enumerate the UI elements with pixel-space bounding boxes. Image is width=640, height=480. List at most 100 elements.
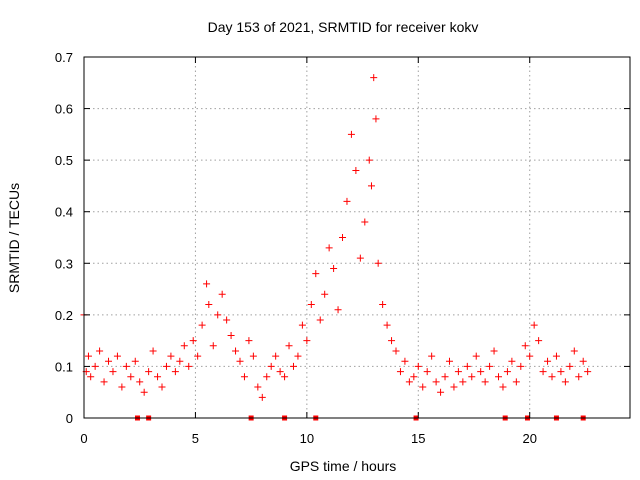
x-tick-label: 10 bbox=[300, 431, 314, 446]
data-point bbox=[245, 337, 253, 345]
data-point bbox=[570, 347, 578, 355]
data-point bbox=[423, 368, 431, 376]
data-point bbox=[481, 378, 489, 386]
data-point bbox=[276, 368, 284, 376]
data-point bbox=[517, 362, 525, 370]
data-point bbox=[372, 115, 380, 123]
data-point bbox=[584, 368, 592, 376]
data-point bbox=[468, 373, 476, 381]
data-point bbox=[180, 342, 188, 350]
y-tick-label: 0.5 bbox=[55, 153, 73, 168]
y-tick-label: 0.2 bbox=[55, 308, 73, 323]
data-point bbox=[450, 383, 458, 391]
data-point bbox=[258, 393, 266, 401]
data-point bbox=[495, 373, 503, 381]
data-point bbox=[530, 321, 538, 329]
data-point bbox=[499, 383, 507, 391]
data-point bbox=[557, 368, 565, 376]
data-point bbox=[374, 259, 382, 267]
data-point bbox=[205, 301, 213, 309]
data-point bbox=[365, 156, 373, 164]
data-point bbox=[388, 337, 396, 345]
data-point bbox=[490, 347, 498, 355]
data-point bbox=[383, 321, 391, 329]
axis-ticks: 0 0.1 0.2 0.3 0.4 0.5 0.6 0.7 0 5 10 15 20 bbox=[55, 50, 630, 446]
data-point bbox=[512, 378, 520, 386]
data-point bbox=[122, 362, 130, 370]
data-point bbox=[218, 290, 226, 298]
data-point bbox=[240, 373, 248, 381]
data-point bbox=[298, 321, 306, 329]
data-point bbox=[370, 74, 378, 82]
data-point bbox=[113, 352, 121, 360]
data-point bbox=[396, 368, 404, 376]
data-point bbox=[579, 357, 587, 365]
y-tick-label: 0.7 bbox=[55, 50, 73, 65]
data-point bbox=[325, 244, 333, 252]
x-tick-label: 0 bbox=[80, 431, 87, 446]
data-point bbox=[236, 357, 244, 365]
data-point bbox=[91, 362, 99, 370]
data-point bbox=[526, 352, 534, 360]
data-point bbox=[392, 347, 400, 355]
data-point bbox=[379, 301, 387, 309]
data-point bbox=[145, 368, 153, 376]
gridlines bbox=[84, 57, 630, 418]
data-point bbox=[535, 337, 543, 345]
data-point bbox=[272, 352, 280, 360]
data-point bbox=[198, 321, 206, 329]
data-point bbox=[566, 362, 574, 370]
y-tick-label: 0.1 bbox=[55, 359, 73, 374]
data-point bbox=[441, 373, 449, 381]
x-tick-label: 15 bbox=[411, 431, 425, 446]
data-point bbox=[401, 357, 409, 365]
y-axis-label: SRMTID / TECUs bbox=[6, 183, 22, 293]
data-point bbox=[162, 362, 170, 370]
data-point bbox=[154, 373, 162, 381]
chart-title: Day 153 of 2021, SRMTID for receiver kok… bbox=[208, 19, 479, 35]
data-point bbox=[149, 347, 157, 355]
data-point bbox=[303, 337, 311, 345]
data-point bbox=[109, 368, 117, 376]
plot-frame bbox=[83, 56, 631, 419]
data-point bbox=[209, 342, 217, 350]
data-point bbox=[312, 270, 320, 278]
data-point bbox=[249, 352, 257, 360]
data-point bbox=[361, 218, 369, 226]
data-point bbox=[87, 373, 95, 381]
data-point bbox=[136, 378, 144, 386]
data-point bbox=[419, 383, 427, 391]
data-point bbox=[96, 347, 104, 355]
data-point bbox=[316, 316, 324, 324]
data-points bbox=[80, 74, 592, 401]
data-point bbox=[463, 362, 471, 370]
data-point bbox=[131, 357, 139, 365]
data-point bbox=[410, 373, 418, 381]
data-point bbox=[281, 373, 289, 381]
data-point bbox=[486, 362, 494, 370]
data-point bbox=[552, 352, 560, 360]
y-tick-label: 0.3 bbox=[55, 256, 73, 271]
data-point bbox=[575, 373, 583, 381]
data-point bbox=[294, 352, 302, 360]
x-tick-label: 5 bbox=[192, 431, 199, 446]
data-point bbox=[285, 342, 293, 350]
data-point bbox=[561, 378, 569, 386]
data-point bbox=[330, 264, 338, 272]
data-point bbox=[171, 368, 179, 376]
x-tick-label: 20 bbox=[522, 431, 536, 446]
data-point bbox=[118, 383, 126, 391]
data-point bbox=[432, 378, 440, 386]
data-point bbox=[214, 311, 222, 319]
data-point bbox=[472, 352, 480, 360]
data-point bbox=[544, 357, 552, 365]
data-point bbox=[189, 337, 197, 345]
data-point bbox=[367, 182, 375, 190]
data-point bbox=[223, 316, 231, 324]
y-tick-label: 0.6 bbox=[55, 102, 73, 117]
data-point bbox=[405, 378, 413, 386]
data-point bbox=[339, 234, 347, 241]
y-tick-label: 0.4 bbox=[55, 205, 73, 220]
data-point bbox=[539, 368, 547, 376]
